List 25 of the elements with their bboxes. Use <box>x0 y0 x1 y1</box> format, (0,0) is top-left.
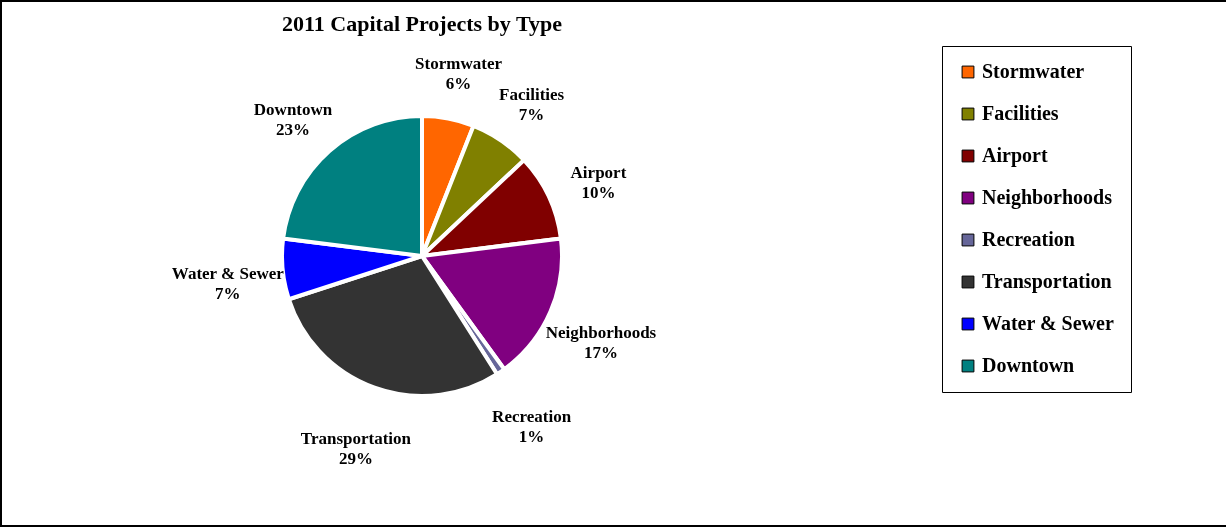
chart-title: 2011 Capital Projects by Type <box>282 10 563 36</box>
slice-label: Downtown <box>253 99 333 119</box>
legend-label: Downtown <box>982 354 1075 376</box>
slice-label: Water & Sewer <box>171 264 285 284</box>
slice-label: Airport <box>570 162 627 182</box>
slice-label: Transportation <box>300 429 412 449</box>
slice-label: Stormwater <box>415 54 503 74</box>
legend-label: Airport <box>982 144 1048 167</box>
data-label: 6% <box>445 74 472 94</box>
data-label: 7% <box>518 104 545 124</box>
slice-label: Facilities <box>499 84 565 104</box>
data-label: 17% <box>583 343 618 363</box>
legend-label: Facilities <box>982 102 1059 124</box>
data-label: 7% <box>215 284 241 304</box>
legend-label: Water & Sewer <box>982 312 1114 334</box>
legend-label: Stormwater <box>982 60 1085 82</box>
slice-label: Recreation <box>492 407 572 427</box>
slice-label: Neighborhoods <box>545 323 657 343</box>
data-label: 10% <box>581 182 616 202</box>
legend-label: Neighborhoods <box>982 186 1113 209</box>
data-label: 29% <box>338 449 373 469</box>
data-label: 23% <box>276 119 311 139</box>
legend-label: Recreation <box>982 228 1075 250</box>
legend-label: Transportation <box>982 270 1112 293</box>
data-label: 1% <box>518 427 545 447</box>
